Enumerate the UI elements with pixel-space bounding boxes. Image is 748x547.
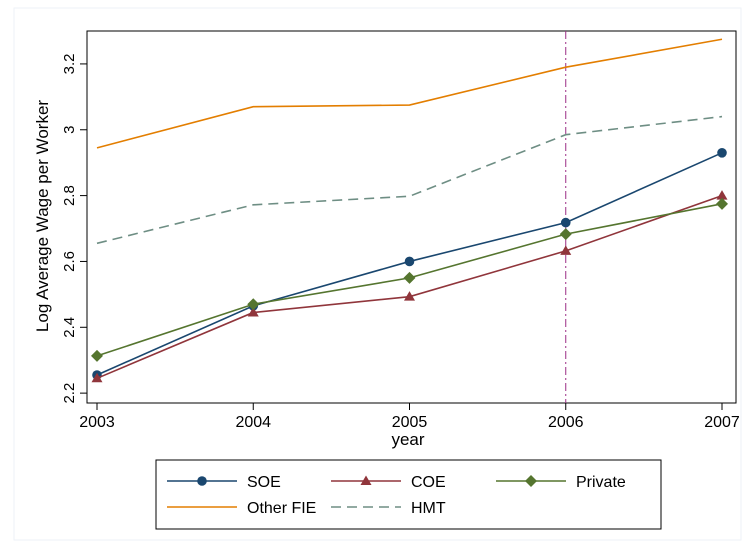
series-hmt: [96, 115, 723, 245]
legend-item: Private: [496, 474, 626, 491]
legend-label: HMT: [411, 500, 446, 517]
data-point: [91, 349, 103, 362]
legend-label: Other FIE: [247, 500, 316, 517]
series-layer: [91, 38, 728, 383]
series-other-fie: [96, 38, 723, 149]
legend-marker: [197, 476, 207, 486]
y-tick-label: 2.4: [61, 317, 78, 338]
plot-area-frame: [86, 30, 737, 404]
data-point: [404, 256, 415, 267]
legend-label: COE: [411, 474, 446, 491]
y-tick-label: 2.6: [61, 251, 78, 272]
data-point: [404, 291, 415, 301]
x-tick-label: 2007: [704, 414, 740, 431]
data-point: [91, 372, 103, 383]
data-point: [716, 190, 728, 200]
legend-box: [155, 459, 662, 530]
data-point: [716, 197, 728, 210]
legend: SOE COE Private Other FIE HMT: [167, 474, 626, 517]
data-point: [560, 217, 571, 228]
data-point: [560, 245, 572, 255]
legend-item: HMT: [331, 500, 446, 517]
y-tick-label: 2.8: [61, 185, 78, 206]
legend-item: Other FIE: [167, 500, 316, 517]
data-point: [403, 271, 416, 284]
series-private: [91, 197, 728, 362]
x-tick-label: 2005: [392, 414, 428, 431]
series-coe: [91, 190, 728, 383]
data-point: [247, 298, 260, 311]
legend-item: COE: [331, 474, 446, 491]
x-axis: 2003 2004 2005 2006 2007: [79, 403, 740, 431]
legend-marker: [360, 475, 372, 485]
x-axis-label: year: [391, 430, 424, 449]
legend-label: SOE: [247, 474, 281, 491]
legend-label: Private: [576, 474, 626, 491]
series-line: [96, 115, 723, 245]
data-point: [247, 306, 259, 317]
y-axis-label: Log Average Wage per Worker: [33, 100, 52, 332]
data-point: [559, 228, 572, 241]
legend-marker: [525, 475, 537, 487]
data-point: [717, 148, 727, 158]
y-tick-label: 3.2: [61, 53, 78, 74]
y-tick-label: 3: [61, 126, 78, 134]
x-tick-label: 2004: [235, 414, 271, 431]
legend-item: SOE: [167, 474, 281, 491]
series-line: [96, 38, 723, 149]
x-tick-label: 2003: [79, 414, 115, 431]
x-tick-label: 2006: [548, 414, 584, 431]
y-tick-label: 2.2: [61, 383, 78, 404]
y-axis: 2.2 2.4 2.6 2.8 3 3.2: [61, 53, 87, 404]
